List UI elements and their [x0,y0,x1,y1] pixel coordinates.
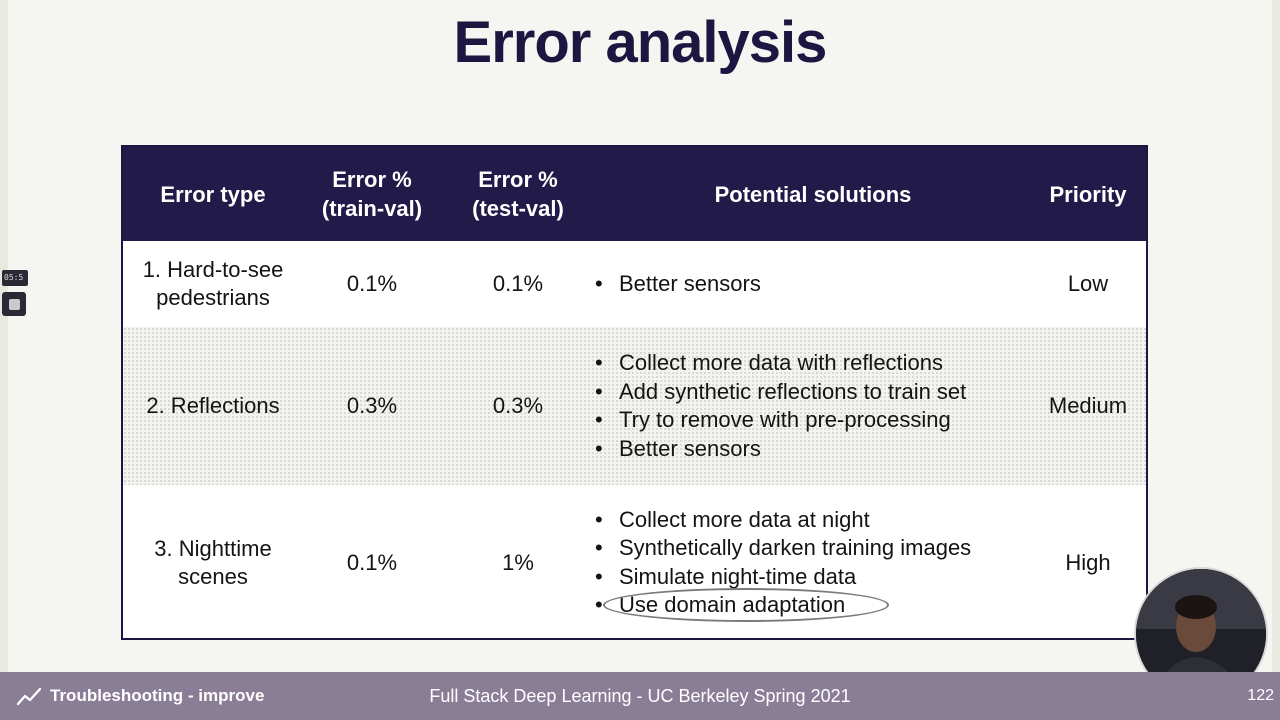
cell-solutions: Better sensors [593,241,1023,327]
table-row: 1. Hard-to-see pedestrians 0.1% 0.1% Bet… [123,241,1146,327]
page-number: 122 [1247,687,1274,704]
cell-test-val: 0.1% [492,271,544,296]
cell-train-val: 0.3% [346,393,398,418]
cell-priority: High [1065,549,1111,575]
solution-item: Add synthetic reflections to train set [593,378,1023,407]
error-type-line1: 3. Nighttime [154,535,272,561]
right-frame-edge [1272,0,1280,672]
solution-item: Synthetically darken training images [593,534,1023,563]
cell-error-type: 3. Nighttime scenes [123,485,303,640]
left-frame-edge [0,0,8,672]
solution-item: Collect more data with reflections [593,349,1023,378]
header-error-type: Error type [160,181,266,207]
error-type-line1: 2. Reflections [146,393,280,418]
table-row: 3. Nighttime scenes 0.1% 1% Collect more… [123,485,1146,640]
cell-test-val: 1% [502,549,534,575]
cell-solutions: Collect more data with reflections Add s… [593,327,1023,485]
cell-priority: Medium [1048,393,1128,418]
cell-priority: Low [1067,271,1109,296]
footer-section-label: Troubleshooting - improve [50,686,265,705]
recording-timer: 05:5 [2,270,28,286]
cell-error-type: 1. Hard-to-see pedestrians [123,241,303,327]
cell-test-val: 0.3% [492,393,544,418]
cell-error-type: 2. Reflections [123,327,303,485]
cell-train-val: 0.1% [346,271,398,296]
solution-item: Collect more data at night [593,506,1023,535]
slide-footer: Full Stack Deep Learning - UC Berkeley S… [0,672,1280,720]
header-error-train-val: Error % (train-val) [303,147,441,241]
header-error-test-val-line1: Error % [478,167,558,192]
header-error-test-val-line2: (test-val) [472,196,564,221]
solution-item: Better sensors [593,270,1023,299]
header-priority: Priority [1049,181,1127,207]
header-potential-solutions: Potential solutions [714,181,912,207]
cell-solutions: Collect more data at night Synthetically… [593,485,1023,640]
solution-item: Simulate night-time data [593,563,1023,592]
cell-train-val: 0.1% [346,549,398,575]
error-analysis-table: Error type Error % (train-val) Error % (… [121,145,1148,640]
error-type-line2: pedestrians [156,285,270,310]
solution-item-circled: Use domain adaptation [593,588,1023,622]
stop-icon [8,298,20,310]
solution-item: Try to remove with pre-processing [593,406,1023,435]
footer-section: Troubleshooting - improve [16,672,264,720]
highlight-ellipse [603,588,889,622]
error-type-line1: 1. Hard-to-see [142,257,284,282]
footer-course-title: Full Stack Deep Learning - UC Berkeley S… [429,685,851,706]
table-header-row: Error type Error % (train-val) Error % (… [123,147,1146,241]
header-error-train-val-line1: Error % [332,167,412,192]
error-type-line2: scenes [178,563,248,589]
header-error-train-val-line2: (train-val) [321,196,423,221]
table-row: 2. Reflections 0.3% 0.3% Collect more da… [123,327,1146,485]
recording-widget: 05:5 [2,270,28,316]
trend-line-icon [16,687,42,706]
solution-item: Better sensors [593,435,1023,464]
circled-annotation: Use domain adaptation [603,588,889,622]
slide-title: Error analysis [453,10,828,75]
stop-recording-button[interactable] [2,292,26,316]
header-error-test-val: Error % (test-val) [449,147,587,241]
